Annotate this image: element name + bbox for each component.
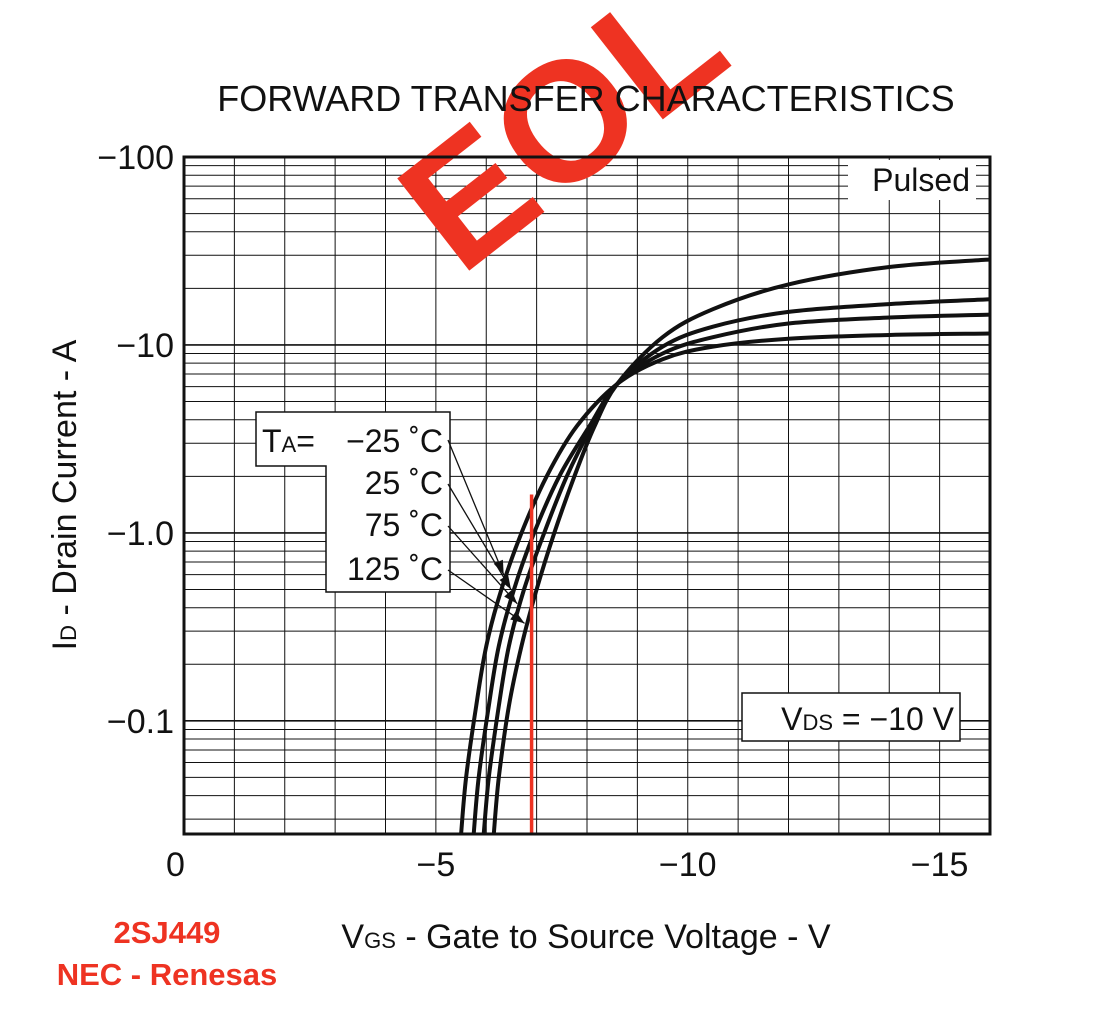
legend-leader-lines	[447, 439, 525, 624]
svg-text:VDS = −10 V: VDS = −10 V	[781, 701, 955, 737]
tick-labels: 0 −5 −10 −15 −0.1 −1.0 −10 −100	[97, 139, 968, 884]
watermark-text: EOL	[366, 0, 758, 307]
svg-text:Pulsed: Pulsed	[872, 162, 970, 198]
x-tick-label: −15	[911, 846, 969, 884]
legend-entry-25: 25 ˚C	[365, 465, 443, 501]
part-number: 2SJ449	[113, 915, 221, 950]
x-tick-label: −10	[659, 846, 717, 884]
leader-arrow-2	[504, 589, 518, 604]
legend-prefix: TA=	[262, 423, 315, 459]
curves	[459, 257, 991, 835]
legend-entry-125: 125 ˚C	[347, 551, 443, 587]
x-axis-label: VGS - Gate to Source Voltage - V	[341, 918, 830, 956]
leader-arrow-1	[499, 574, 511, 590]
y-tick-label: −10	[116, 327, 174, 365]
vds-annotation: VDS = −10 V	[741, 692, 961, 742]
series-line-0	[459, 331, 991, 835]
leader-arrow-3	[510, 611, 525, 624]
legend-entry-minus25: −25 ˚C	[346, 423, 443, 459]
x-tick-label: 0	[166, 846, 185, 884]
y-axis-label: ID - Drain Current - A	[46, 339, 84, 650]
series-line-3	[491, 257, 991, 835]
chart-title: FORWARD TRANSFER CHARACTERISTICS	[217, 78, 954, 119]
leader-line-2	[447, 525, 518, 605]
y-tick-label: −1.0	[107, 515, 174, 553]
manufacturer: NEC - Renesas	[56, 957, 278, 992]
y-tick-label: −0.1	[107, 703, 174, 741]
eol-watermark: EOL	[366, 0, 758, 307]
y-tick-label: −100	[97, 139, 174, 177]
plot-frame	[182, 155, 992, 836]
temperature-legend: TA= −25 ˚C 25 ˚C 75 ˚C 125 ˚C	[255, 411, 525, 624]
leader-line-3	[447, 569, 525, 624]
series-line-2	[481, 297, 991, 835]
series-line-1	[471, 312, 991, 835]
x-tick-label: −5	[416, 846, 455, 884]
legend-entry-75: 75 ˚C	[365, 507, 443, 543]
leader-line-0	[447, 439, 505, 575]
pulsed-annotation: Pulsed	[848, 160, 976, 200]
leader-line-1	[447, 483, 512, 590]
leader-arrow-0	[493, 559, 504, 575]
